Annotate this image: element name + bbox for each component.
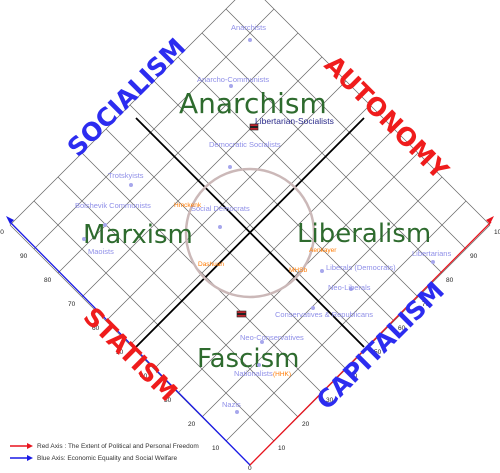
grid-line <box>201 32 443 274</box>
left-tick-label: 40 <box>140 373 148 380</box>
quadrant-dividers <box>135 117 365 348</box>
grid-line <box>264 0 491 226</box>
right-tick-label: 40 <box>350 373 358 380</box>
capitalism-label: CAPITALISM <box>311 276 450 415</box>
socialism-label: SOCIALISM <box>62 33 192 163</box>
diagonal-grid <box>9 0 491 466</box>
left-tick-label: 50 <box>116 349 124 356</box>
statism-label: STATISM <box>78 302 183 407</box>
libertarian-socialists-label: Libertarian-Socialists <box>255 116 334 126</box>
autonomy-label: AUTONOMY <box>319 50 455 186</box>
origin-label: 0 <box>248 465 252 472</box>
blue-axis <box>6 216 251 466</box>
maoists-label: Maoists <box>88 247 114 256</box>
neo-conservatives-label: Neo-Conservatives <box>240 333 304 342</box>
social-democrats-label: Social Democrats <box>191 204 250 213</box>
legend: Red Axis : The Extent of Political and P… <box>10 443 199 462</box>
red-axis <box>249 216 494 466</box>
right-tick-label: 30 <box>326 397 334 404</box>
center-circle <box>184 167 316 299</box>
legend-blue-text: Blue Axis: Economic Equality and Social … <box>37 455 177 462</box>
dashuan-label: Dashuan <box>198 261 224 268</box>
anarchism-label: Anarchism <box>179 87 327 120</box>
right-axis-ticks: 10 20 30 40 50 60 70 80 90 100 <box>278 229 500 452</box>
marxism-label: Marxism <box>83 220 193 250</box>
neo-liberals-label: Neo-Liberals <box>328 283 371 292</box>
bolshevik-communists-label: Bolshevik Communists <box>75 201 151 210</box>
grid-line <box>33 8 275 250</box>
nazis-label: Nazis <box>222 400 241 409</box>
fascism-label: Fascism <box>197 344 299 374</box>
aenkayer-label: Aenkayer <box>309 247 337 254</box>
left-tick-label: 90 <box>20 253 28 260</box>
democratic-socialists-label: Democratic Socialists <box>209 140 281 149</box>
flag-icon-center <box>236 310 247 318</box>
right-tick-label: 10 <box>278 445 286 452</box>
left-axis-ticks: 10 20 30 40 50 60 70 80 90 100 <box>0 229 220 452</box>
liberals-label: Liberals (Democrats) <box>326 263 396 272</box>
right-tick-label: 50 <box>374 349 382 356</box>
libertarians-label: Libertarians <box>412 249 451 258</box>
nationalists-label: Nationalists <box>234 369 273 378</box>
right-tick-label: 20 <box>302 421 310 428</box>
person-labels: Hmckenk Dashuan Aenkayer MHSb (HHK) <box>174 202 337 378</box>
flag-icon-top <box>249 123 259 131</box>
hmckenk-label: Hmckenk <box>174 202 202 209</box>
liberalism-label: Liberalism <box>297 219 431 249</box>
group-markers <box>82 38 435 414</box>
grid-line <box>9 0 236 226</box>
left-tick-label: 60 <box>92 325 100 332</box>
right-tick-label: 90 <box>470 253 478 260</box>
left-tick-label: 20 <box>188 421 196 428</box>
grid-line <box>81 56 323 298</box>
right-tick-label: 70 <box>422 301 430 308</box>
grid-line <box>225 8 467 250</box>
mhsb-label: MHSb <box>289 267 307 274</box>
right-tick-label: 80 <box>446 277 454 284</box>
grid-line <box>105 80 347 322</box>
grid-line <box>177 56 419 298</box>
anarcho-communists-label: Anarcho-Communists <box>197 75 269 84</box>
left-tick-label: 80 <box>44 277 52 284</box>
left-tick-label: 70 <box>68 301 76 308</box>
grid-line <box>57 32 299 274</box>
right-tick-label: 60 <box>398 325 406 332</box>
left-tick-label: 30 <box>164 397 172 404</box>
left-tick-label: 100 <box>0 229 4 236</box>
legend-red-text: Red Axis : The Extent of Political and P… <box>37 443 199 450</box>
right-tick-label: 100 <box>494 229 500 236</box>
hhk-label: (HHK) <box>273 371 291 378</box>
conservatives-label: Conservatives & Republicans <box>275 310 373 319</box>
group-labels: Anarchists Anarcho-Communists Libertaria… <box>75 23 451 409</box>
left-tick-label: 10 <box>212 445 220 452</box>
grid-line <box>129 104 371 346</box>
anarchists-label: Anarchists <box>231 23 266 32</box>
trotskyists-label: Trotskyists <box>108 171 144 180</box>
democratic-socialists-line: Democratic Socialists <box>209 140 281 149</box>
grid-line <box>153 80 395 322</box>
